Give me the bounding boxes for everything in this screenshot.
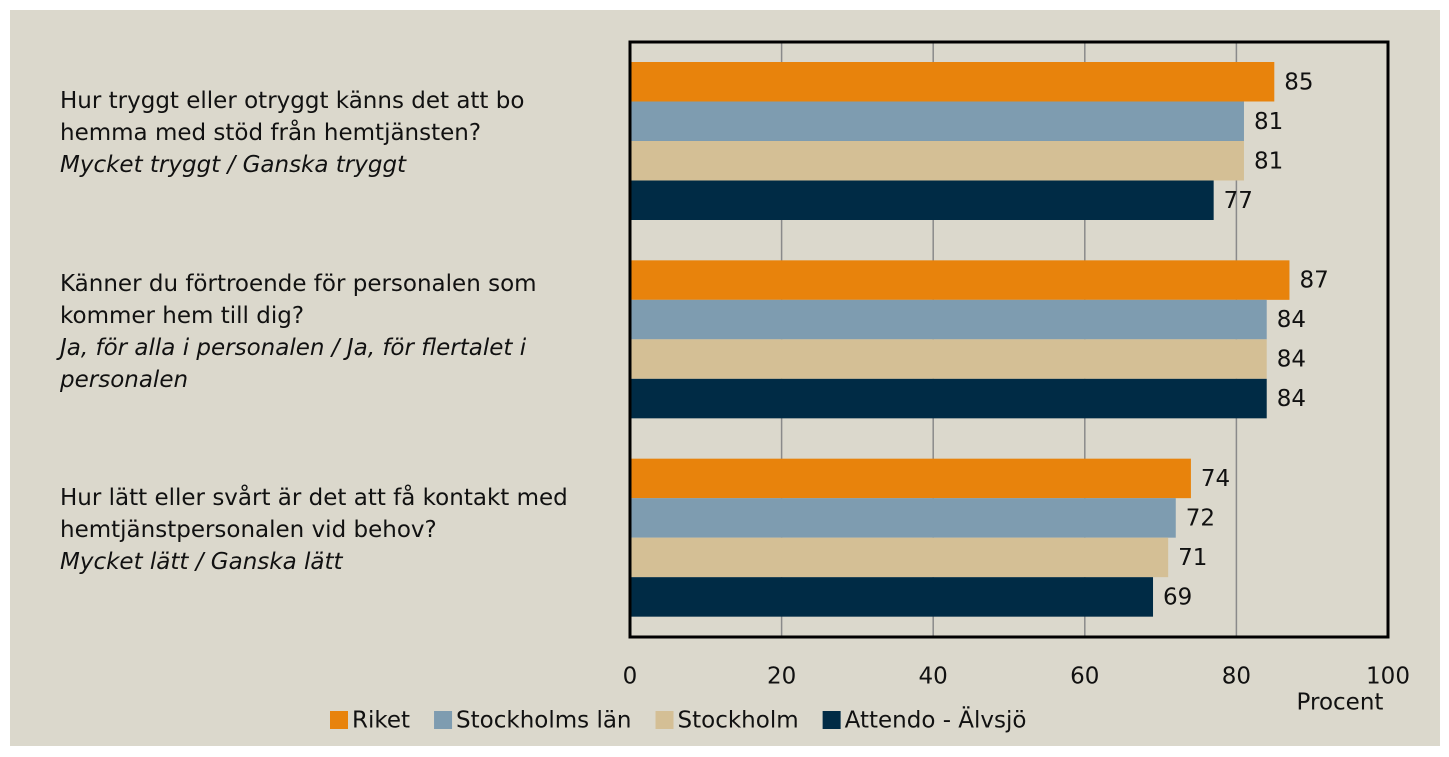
legend-swatch [822, 711, 841, 729]
legend-label: Riket [352, 708, 410, 734]
category-question: Hur tryggt eller otryggt känns det att b… [60, 88, 525, 147]
value-label: 85 [1284, 69, 1313, 95]
bar [630, 180, 1214, 220]
x-tick-label: 20 [767, 664, 796, 690]
bar [630, 101, 1244, 141]
value-label: 71 [1178, 545, 1207, 571]
value-label: 74 [1201, 466, 1230, 492]
bar [630, 299, 1267, 340]
bar [630, 339, 1267, 379]
bar [630, 260, 1290, 300]
value-label: 84 [1277, 347, 1306, 373]
category-question: Känner du förtroende för personalen som … [60, 270, 537, 329]
value-label: 84 [1277, 386, 1306, 412]
x-tick-label: 100 [1366, 664, 1410, 690]
category-answer: Mycket tryggt / Ganska tryggt [60, 152, 407, 179]
category-label: Hur lätt eller svårt är det att få konta… [60, 482, 600, 578]
category-label: Hur tryggt eller otryggt känns det att b… [60, 85, 600, 181]
value-label: 87 [1299, 268, 1328, 294]
value-label: 69 [1163, 584, 1192, 610]
category-question: Hur lätt eller svårt är det att få konta… [60, 484, 568, 543]
bar [630, 141, 1244, 181]
legend-swatch [330, 711, 348, 729]
bar [630, 378, 1267, 419]
plot-frame [628, 40, 1390, 639]
value-label: 84 [1277, 307, 1306, 333]
x-tick-label: 80 [1222, 664, 1251, 690]
legend-label: Attendo - Älvsjö [845, 706, 1027, 734]
category-answer: Ja, för alla i personalen / Ja, för fler… [60, 334, 527, 393]
legend-swatch [655, 711, 674, 729]
value-label: 77 [1224, 188, 1253, 214]
bar [630, 577, 1154, 617]
bar [630, 498, 1176, 538]
bar [630, 458, 1191, 499]
bar [630, 62, 1275, 102]
value-label: 81 [1254, 109, 1283, 135]
value-label: 72 [1186, 505, 1215, 531]
category-label: Känner du förtroende för personalen som … [60, 268, 600, 396]
x-tick-label: 0 [623, 664, 638, 690]
legend-label: Stockholm [678, 708, 799, 734]
legend-label: Stockholms län [456, 708, 631, 734]
x-axis-label: Procent [1297, 690, 1384, 716]
bar [630, 537, 1169, 578]
x-tick-label: 40 [919, 664, 948, 690]
category-answer: Mycket lätt / Ganska lätt [60, 548, 343, 575]
x-tick-label: 60 [1070, 664, 1099, 690]
legend-swatch [434, 711, 453, 729]
value-label: 81 [1254, 148, 1283, 174]
